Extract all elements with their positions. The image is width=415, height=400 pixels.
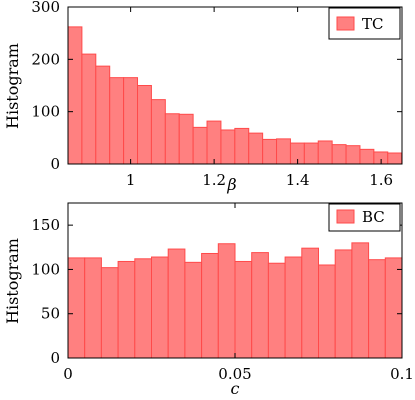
tc-x-tick-label: 1.6: [369, 171, 393, 189]
tc-bar: [387, 152, 403, 165]
tc-legend-swatch: [336, 16, 355, 31]
tc-bar: [164, 113, 180, 165]
tc-bar: [95, 65, 111, 165]
bc-y-axis-label: Histogram: [3, 238, 22, 324]
bc-bar: [134, 258, 153, 359]
bc-bar: [384, 257, 403, 359]
bc-bar: [368, 259, 386, 359]
tc-bar: [262, 138, 278, 165]
bc-y-tick-label: 100: [31, 260, 60, 278]
bc-bar: [284, 256, 303, 359]
tc-x-tick-label: 1.2: [202, 171, 226, 189]
tc-bar: [220, 129, 236, 165]
bc-histogram-panel: 0 0.05 0.1 0 50 100 150 Histogram c BC: [3, 202, 414, 398]
bc-bar: [184, 261, 203, 359]
tc-bar: [178, 113, 194, 165]
tc-histogram-panel: 1 1.2 1.4 1.6 0 100 200 300 Histogram β TC: [3, 0, 403, 194]
bc-x-tick-label: 0: [63, 365, 73, 383]
tc-bar: [276, 138, 291, 165]
tc-bar: [234, 127, 250, 165]
bc-y-tick-label: 0: [50, 349, 60, 367]
tc-x-axis-label: β: [226, 175, 236, 194]
tc-bar: [150, 99, 166, 165]
tc-bars: [67, 26, 403, 165]
bc-bar: [301, 247, 319, 359]
bc-y-tick-label: 150: [31, 216, 60, 234]
bc-bar: [334, 249, 353, 359]
bc-bar: [201, 252, 219, 359]
tc-y-tick-label: 300: [31, 0, 60, 16]
tc-y-tick-label: 200: [31, 50, 60, 68]
tc-bar: [331, 144, 347, 165]
bc-bar: [267, 262, 286, 359]
bc-bar: [318, 264, 336, 359]
bc-x-tick-label: 0.1: [390, 365, 414, 383]
tc-tick-labels: 1 1.2 1.4 1.6 0 100 200 300: [31, 0, 393, 189]
tc-legend-label: TC: [362, 15, 383, 33]
bc-x-tick-label: 0.05: [218, 365, 251, 383]
bc-bar: [234, 260, 253, 359]
tc-bar: [206, 120, 222, 165]
tc-bar: [359, 148, 375, 165]
bc-bar: [100, 267, 119, 359]
bc-ticks: [67, 203, 403, 359]
tc-bar: [137, 85, 152, 165]
tc-bar: [248, 132, 264, 165]
tc-bar: [67, 26, 83, 165]
bc-bar: [84, 257, 102, 359]
bc-bar: [167, 248, 186, 359]
tc-bar: [345, 145, 361, 165]
tc-x-tick-label: 1: [126, 171, 136, 189]
tc-bar: [192, 126, 208, 165]
bc-bar: [67, 257, 86, 359]
tc-y-tick-label: 0: [50, 155, 60, 173]
tc-ticks: [68, 6, 402, 165]
bc-bar: [251, 252, 269, 359]
tc-legend: TC: [328, 7, 401, 40]
bc-bar: [117, 260, 136, 359]
tc-bar: [123, 77, 139, 165]
tc-bar: [317, 140, 333, 165]
bc-legend: BC: [328, 203, 401, 232]
bc-tick-labels: 0 0.05 0.1 0 50 100 150: [31, 216, 414, 383]
bc-bar: [217, 243, 236, 359]
tc-x-tick-label: 1.4: [286, 171, 310, 189]
tc-bar: [303, 142, 319, 165]
bc-legend-swatch: [336, 209, 355, 224]
tc-y-axis-label: Histogram: [3, 43, 22, 129]
tc-bar: [109, 77, 125, 165]
tc-y-tick-label: 100: [31, 103, 60, 121]
bc-bar: [351, 242, 370, 359]
tc-bar: [81, 53, 97, 165]
bc-x-axis-label: c: [231, 379, 240, 398]
bc-legend-label: BC: [362, 208, 385, 226]
bc-bars: [67, 242, 403, 359]
bc-y-tick-label: 50: [41, 305, 60, 323]
bc-bar: [151, 256, 169, 359]
tc-plot-frame: [67, 6, 403, 165]
